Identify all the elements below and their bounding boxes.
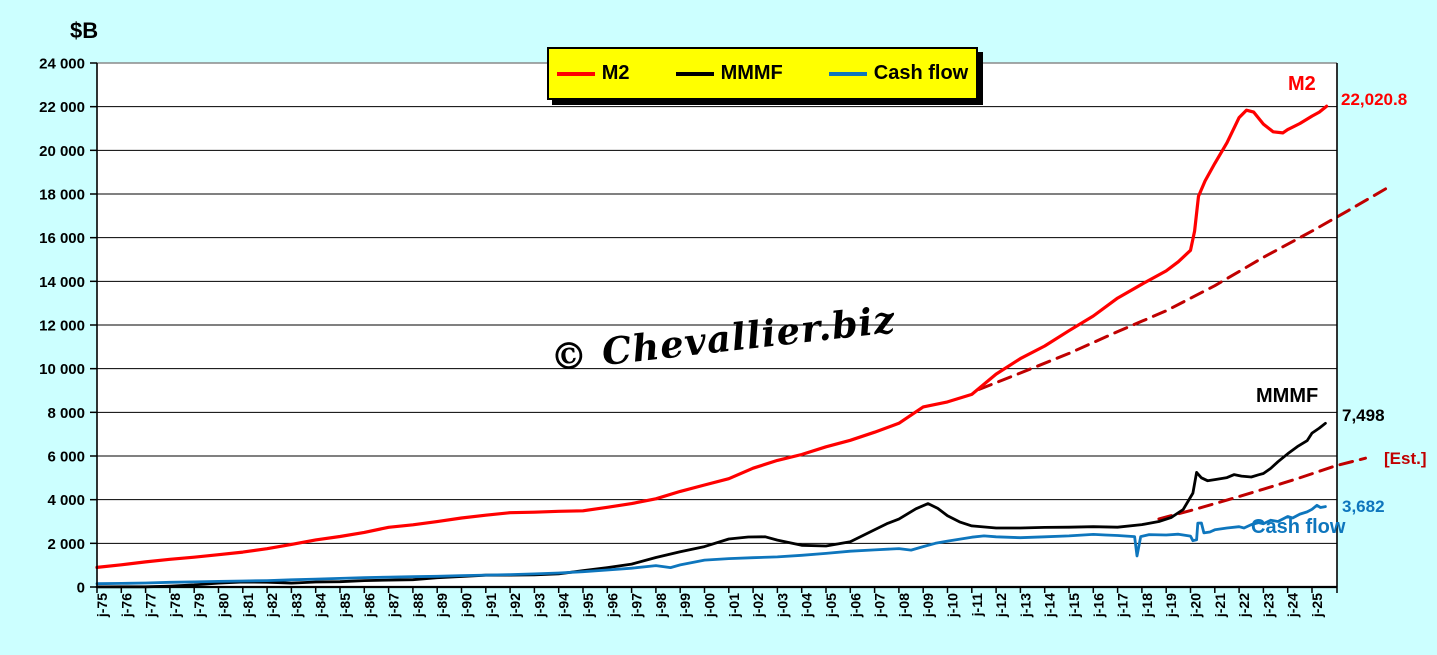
y-tick-label: 20 000	[39, 143, 85, 160]
legend-item-cashflow: Cash flow	[828, 62, 969, 85]
series-line-m2	[95, 104, 1329, 570]
x-tick-label: j-78	[167, 593, 183, 618]
mmmf-end-value: 7,498	[1342, 406, 1385, 425]
x-tick-label: j-93	[531, 593, 547, 618]
x-tick-label: j-00	[702, 593, 718, 618]
x-tick-label: j-91	[483, 593, 499, 618]
x-tick-label: j-85	[337, 593, 353, 618]
x-tick-label: j-88	[410, 593, 426, 618]
x-tick-label: j-20	[1188, 593, 1204, 618]
y-tick-label: 0	[77, 580, 85, 597]
x-tick-label: j-08	[896, 593, 912, 618]
x-tick-label: j-97	[629, 593, 645, 618]
y-tick-label: 2 000	[47, 536, 85, 553]
legend-label-cashflow: Cash flow	[873, 62, 969, 84]
x-tick-label: j-11	[969, 593, 985, 618]
x-tick-label: j-25	[1309, 593, 1325, 618]
x-tick-label: j-17	[1115, 593, 1131, 618]
y-tick-label: 24 000	[39, 56, 85, 73]
x-tick-label: j-12	[993, 593, 1009, 618]
x-tick-label: j-89	[434, 593, 450, 618]
x-tick-label: j-84	[313, 593, 329, 618]
cashflow-series-label: Cash flow	[1251, 516, 1346, 538]
estimate-label: [Est.]	[1384, 449, 1427, 468]
x-tick-label: j-96	[604, 593, 620, 618]
chart-legend: M2 MMMF Cash flow	[547, 47, 978, 100]
series-line-cash-flow-estimate-est-	[1157, 456, 1367, 521]
x-tick-label: j-98	[653, 593, 669, 618]
x-tick-label: j-06	[847, 593, 863, 618]
x-tick-label: j-75	[94, 593, 110, 618]
m2-line-swatch	[556, 71, 595, 76]
y-tick-label: 18 000	[39, 187, 85, 204]
mmmf-series-label: MMMF	[1256, 385, 1319, 407]
x-tick-label: j-83	[288, 593, 304, 618]
x-tick-label: j-99	[677, 593, 693, 618]
y-tick-label: 4 000	[47, 492, 85, 509]
series-line-mmmf	[95, 421, 1327, 589]
x-tick-label: j-02	[750, 593, 766, 618]
legend-label-mmmf: MMMF	[720, 62, 783, 84]
x-tick-label: j-18	[1139, 593, 1155, 618]
x-tick-label: j-23	[1260, 593, 1276, 618]
series-line-cash-flow	[95, 503, 1327, 586]
x-tick-label: j-01	[726, 593, 742, 618]
x-tick-label: j-82	[264, 593, 280, 618]
y-tick-label: 16 000	[39, 230, 85, 247]
m2-end-value: 22,020.8	[1341, 90, 1408, 109]
y-tick-label: 10 000	[39, 361, 85, 378]
x-tick-label: j-03	[774, 593, 790, 618]
y-tick-label: 8 000	[47, 405, 85, 422]
x-tick-label: j-22	[1236, 593, 1252, 618]
y-tick-label: 12 000	[39, 318, 85, 335]
x-tick-label: j-76	[118, 593, 134, 618]
x-tick-label: j-14	[1042, 593, 1058, 618]
y-axis-unit-label: $B	[70, 18, 99, 43]
x-tick-label: j-21	[1212, 593, 1228, 618]
cashflow-line-swatch	[828, 71, 867, 76]
x-tick-label: j-04	[799, 593, 815, 618]
x-tick-label: j-15	[1066, 593, 1082, 618]
x-tick-label: j-79	[191, 593, 207, 618]
x-tick-label: j-77	[143, 593, 159, 618]
x-tick-label: j-10	[945, 593, 961, 618]
x-tick-label: j-05	[823, 593, 839, 618]
y-tick-label: 6 000	[47, 449, 85, 466]
y-tick-label: 22 000	[39, 99, 85, 116]
x-tick-label: j-19	[1163, 593, 1179, 618]
legend-item-m2: M2	[556, 62, 630, 85]
m2-series-label: M2	[1288, 73, 1316, 95]
x-tick-label: j-07	[872, 593, 888, 618]
y-tick-label: 14 000	[39, 274, 85, 291]
x-tick-label: j-95	[580, 593, 596, 618]
x-tick-label: j-94	[556, 593, 572, 618]
legend-item-mmmf: MMMF	[675, 62, 783, 85]
x-tick-label: j-87	[386, 593, 402, 618]
x-tick-label: j-16	[1090, 593, 1106, 618]
x-tick-label: j-86	[361, 593, 377, 618]
x-tick-label: j-81	[240, 593, 256, 618]
series-line-m2-estimate	[977, 184, 1392, 391]
x-tick-label: j-90	[459, 593, 475, 618]
mmmf-line-swatch	[675, 71, 714, 76]
legend-label-m2: M2	[601, 62, 630, 84]
x-tick-label: j-13	[1017, 593, 1033, 618]
cashflow-end-value: 3,682	[1342, 497, 1385, 516]
x-tick-label: j-80	[216, 593, 232, 618]
x-tick-label: j-92	[507, 593, 523, 618]
x-tick-label: j-24	[1285, 593, 1301, 618]
x-tick-label: j-09	[920, 593, 936, 618]
